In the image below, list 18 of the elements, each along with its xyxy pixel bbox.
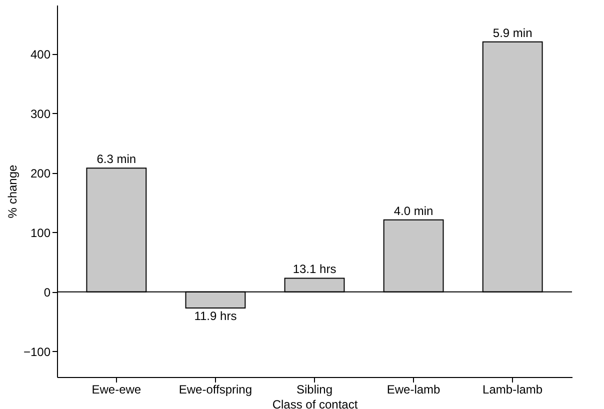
x-tick-label: Ewe-offspring (178, 382, 252, 396)
y-axis-title: % change (5, 164, 20, 218)
annotation: 11.9 hrs (194, 308, 237, 323)
x-tick-label: Sibling (296, 382, 333, 396)
y-tick-label: 400 (30, 47, 51, 62)
annotation: 6.3 min (96, 152, 136, 166)
y-tick-label: 200 (30, 166, 51, 180)
annotation: 13.1 hrs (292, 262, 336, 276)
x-axis-title: Class of contact (272, 398, 358, 409)
y-tick-label: 100 (30, 226, 51, 240)
y-tick-label: 0 (44, 285, 51, 300)
x-tick-label: Ewe-lamb (386, 382, 441, 396)
y-tick-label: −100 (23, 344, 51, 359)
x-tick-label: Ewe-ewe (92, 382, 142, 396)
annotation: 5.9 min (492, 26, 532, 40)
y-tick-label: 300 (30, 106, 51, 121)
x-tick-label: Lamb-lamb (482, 382, 543, 396)
annotation: 4.0 min (394, 204, 434, 218)
